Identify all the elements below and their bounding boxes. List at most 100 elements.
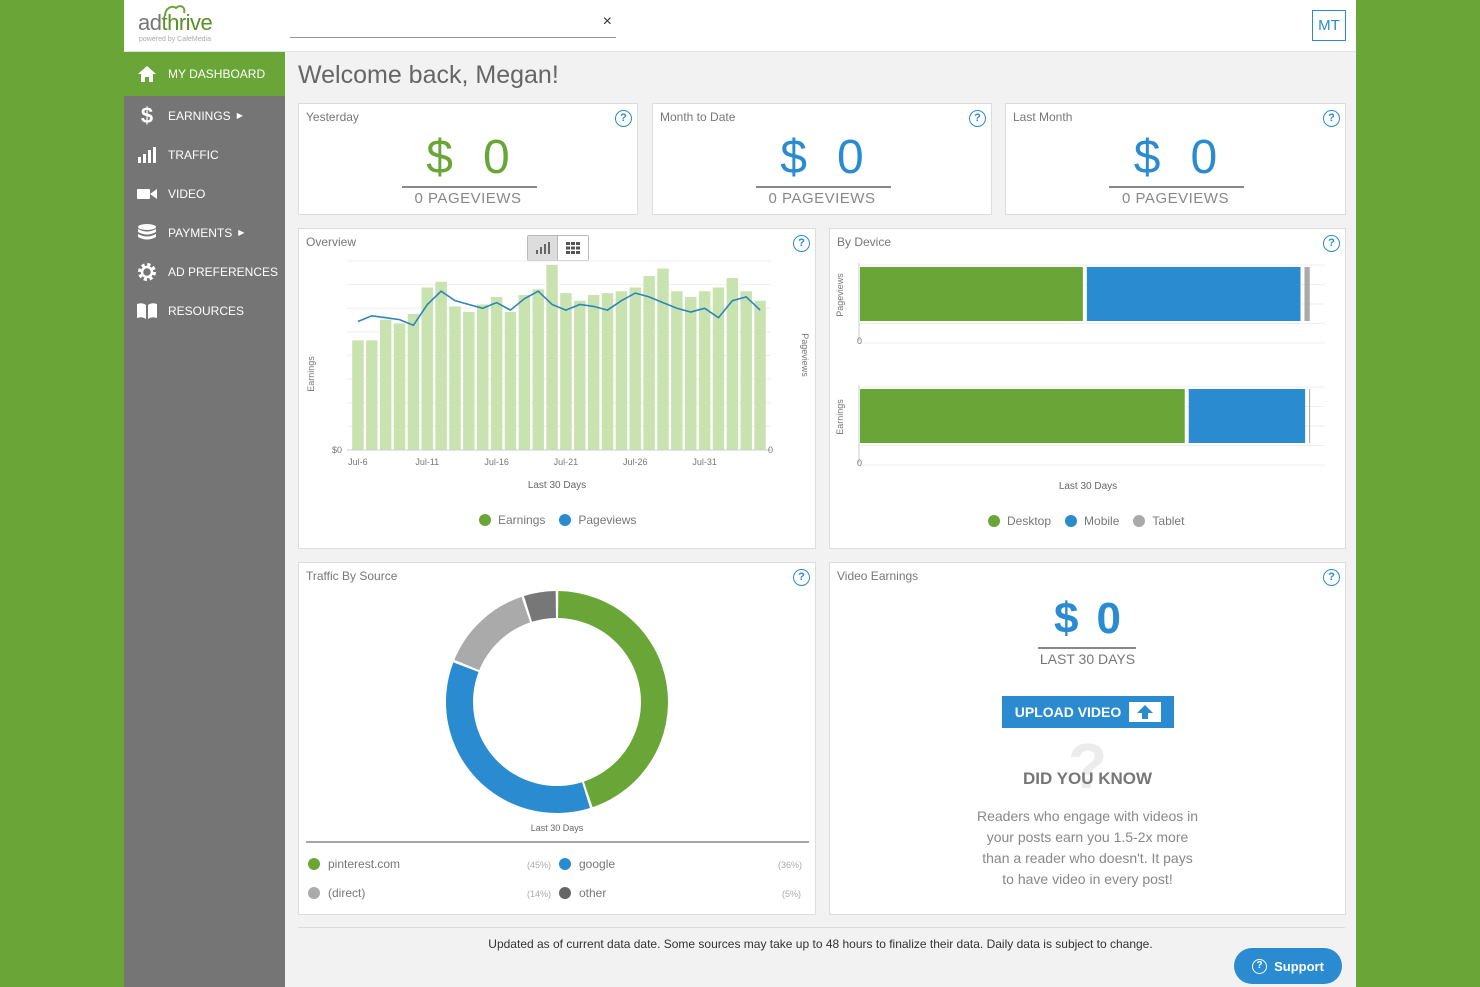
sidebar-item-label: PAYMENTS xyxy=(168,225,233,240)
help-icon[interactable]: ? xyxy=(969,110,986,127)
pageviews-bar[interactable] xyxy=(629,287,641,450)
donut-slice-pinterest[interactable] xyxy=(558,591,668,808)
pageviews-bar[interactable] xyxy=(754,300,766,450)
pageviews-bar[interactable] xyxy=(449,306,461,450)
pageviews-bar[interactable] xyxy=(477,304,489,450)
help-icon[interactable]: ? xyxy=(793,235,810,252)
mobile-bar[interactable] xyxy=(1086,267,1301,321)
legend-item-pageviews[interactable]: Pageviews xyxy=(559,513,636,527)
sidebar-item-earnings[interactable]: $ EARNINGS ▶ xyxy=(124,96,285,135)
legend-item-tablet[interactable]: Tablet xyxy=(1133,514,1184,528)
desktop-bar[interactable] xyxy=(860,267,1083,321)
sidebar-item-my-dashboard[interactable]: MY DASHBOARD xyxy=(124,52,285,96)
pageviews-bar[interactable] xyxy=(490,296,503,450)
donut-slice-google[interactable] xyxy=(445,662,591,813)
tip-line: than a reader who doesn't. It pays xyxy=(982,850,1193,866)
help-icon[interactable]: ? xyxy=(1323,569,1340,586)
pageviews-bar[interactable] xyxy=(574,300,586,450)
pageviews-bar[interactable] xyxy=(546,264,558,450)
chart-view-button[interactable] xyxy=(528,236,559,260)
sidebar-item-traffic[interactable]: TRAFFIC xyxy=(124,135,285,174)
pageviews-bar[interactable] xyxy=(518,295,531,450)
help-icon[interactable]: ? xyxy=(615,110,632,127)
search-input[interactable] xyxy=(290,12,580,36)
legend-item-earnings[interactable]: Earnings xyxy=(479,513,545,527)
user-avatar[interactable]: MT xyxy=(1312,10,1346,41)
pageviews-bar[interactable] xyxy=(421,287,433,450)
pageviews-bar[interactable] xyxy=(407,313,420,450)
source-item-direct[interactable]: (direct) xyxy=(308,886,365,900)
pageviews-bar[interactable] xyxy=(504,312,517,450)
stat-amount: 0 xyxy=(1190,131,1218,184)
pageviews-bar[interactable] xyxy=(435,281,447,450)
sidebar-item-payments[interactable]: PAYMENTS ▶ xyxy=(124,213,285,252)
source-item-google[interactable]: google xyxy=(559,857,615,871)
source-item-pinterest[interactable]: pinterest.com xyxy=(308,857,400,871)
divider xyxy=(1109,186,1244,188)
legend-dot xyxy=(308,858,320,870)
clear-icon[interactable]: × xyxy=(602,13,612,30)
source-label: google xyxy=(579,857,616,871)
source-item-other[interactable]: other xyxy=(559,886,606,900)
pageviews-bar[interactable] xyxy=(463,312,475,450)
upload-video-button[interactable]: UPLOAD VIDEO xyxy=(1002,696,1174,728)
traffic-by-source-card: Traffic By Source ? Last 30 Days pintere… xyxy=(298,562,816,915)
legend-item-desktop[interactable]: Desktop xyxy=(988,514,1051,528)
footer-note: Updated as of current data date. Some so… xyxy=(488,937,1153,951)
tablet-bar[interactable] xyxy=(1309,389,1311,443)
legend-dot xyxy=(1133,515,1146,527)
pageviews-bar[interactable] xyxy=(712,287,725,450)
y-tick-label: $0 xyxy=(332,445,342,455)
pageviews-bar[interactable] xyxy=(532,289,544,450)
currency-symbol: $ xyxy=(426,131,453,184)
pageviews-bar[interactable] xyxy=(393,323,406,450)
table-view-button[interactable] xyxy=(558,236,588,260)
donut-slice-direct[interactable] xyxy=(454,596,531,671)
sidebar: MY DASHBOARD $ EARNINGS ▶ TRAFFIC VIDEO … xyxy=(124,52,285,987)
source-percent: (36%) xyxy=(778,860,803,870)
pageviews-bar[interactable] xyxy=(685,296,697,450)
legend-dot xyxy=(308,887,320,899)
search-box: × xyxy=(290,12,616,38)
sidebar-item-label: EARNINGS xyxy=(168,108,231,123)
pageviews-bar[interactable] xyxy=(643,276,655,450)
pageviews-bar[interactable] xyxy=(740,291,752,450)
bar-chart-icon xyxy=(136,145,158,165)
pageviews-bar[interactable] xyxy=(366,340,378,450)
page-title: Welcome back, Megan! xyxy=(298,61,559,89)
adthrive-logo[interactable]: adthrive powered by CafeMedia xyxy=(138,4,248,46)
source-percent: (45%) xyxy=(527,860,552,870)
legend-dot xyxy=(1065,515,1078,527)
video-earnings-value: $0 xyxy=(830,593,1345,645)
pageviews-bar[interactable] xyxy=(615,291,628,450)
caret-right-icon: ▶ xyxy=(236,111,243,120)
pageviews-bar[interactable] xyxy=(726,278,739,450)
source-label: pinterest.com xyxy=(328,857,401,871)
sidebar-item-ad-preferences[interactable]: AD PREFERENCES xyxy=(124,252,285,291)
pageviews-bar[interactable] xyxy=(671,291,683,450)
dollar-icon: $ xyxy=(140,102,154,128)
help-icon[interactable]: ? xyxy=(793,569,810,586)
sidebar-item-resources[interactable]: RESOURCES xyxy=(124,291,285,330)
tablet-bar[interactable] xyxy=(1304,267,1310,321)
help-icon[interactable]: ? xyxy=(1323,110,1340,127)
caret-right-icon: ▶ xyxy=(238,228,245,237)
legend-item-mobile[interactable]: Mobile xyxy=(1065,514,1119,528)
pageviews-bar[interactable] xyxy=(352,340,364,450)
traffic-donut-chart: Last 30 Days xyxy=(306,591,809,843)
pageviews-bar[interactable] xyxy=(657,268,669,450)
support-button[interactable]: ? Support xyxy=(1234,948,1342,984)
pageviews-bar[interactable] xyxy=(379,319,392,450)
pageviews-bar[interactable] xyxy=(560,293,572,450)
stat-card-month-to-date: Month to Date ? $0 0 PAGEVIEWS xyxy=(652,103,992,215)
desktop-bar[interactable] xyxy=(860,389,1185,443)
mobile-bar[interactable] xyxy=(1188,389,1306,443)
pageviews-bar[interactable] xyxy=(601,293,614,450)
x-axis-label: Last 30 Days xyxy=(1059,481,1117,492)
source-percent: (14%) xyxy=(527,889,552,899)
sidebar-item-video[interactable]: VIDEO xyxy=(124,174,285,213)
pageviews-bar[interactable] xyxy=(587,295,600,450)
help-icon[interactable]: ? xyxy=(1323,235,1340,252)
donut-slice-other[interactable] xyxy=(523,591,556,622)
pageviews-bar[interactable] xyxy=(698,291,711,450)
